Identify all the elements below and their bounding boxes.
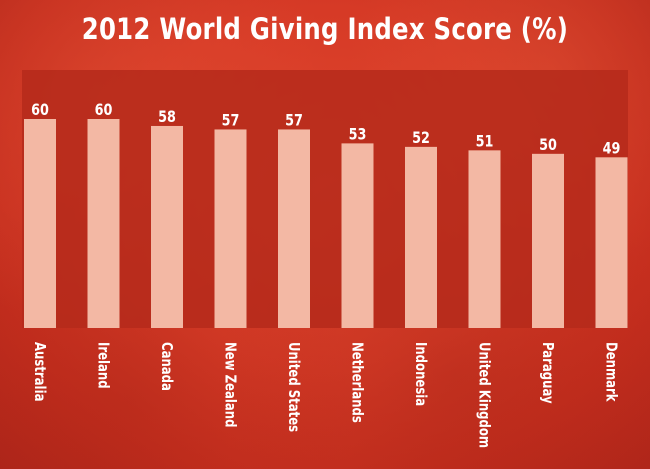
data-label: 60 bbox=[95, 102, 113, 120]
bar-denmark bbox=[595, 157, 628, 328]
category-label: Denmark bbox=[602, 342, 619, 402]
chart-title: 2012 World Giving Index Score (%) bbox=[81, 12, 569, 46]
bar-ireland bbox=[87, 119, 120, 328]
category-label: Australia bbox=[31, 342, 48, 401]
bar-australia bbox=[24, 119, 56, 328]
bar-new-zealand bbox=[214, 129, 247, 328]
category-label: Paraguay bbox=[539, 342, 556, 404]
data-label: 57 bbox=[222, 112, 240, 130]
data-label: 49 bbox=[603, 140, 621, 158]
plot-panel bbox=[22, 70, 628, 328]
bar-canada bbox=[151, 125, 183, 328]
category-label: New Zealand bbox=[221, 342, 238, 427]
data-label: 60 bbox=[31, 102, 49, 120]
bar-netherlands bbox=[341, 143, 374, 328]
category-label: United States bbox=[285, 342, 302, 432]
bar-united-states bbox=[278, 129, 310, 328]
category-label: Netherlands bbox=[348, 342, 365, 423]
bar-united-kingdom bbox=[468, 150, 501, 328]
data-label: 52 bbox=[412, 130, 430, 148]
bar-paraguay bbox=[532, 153, 564, 328]
data-label: 51 bbox=[476, 133, 494, 151]
data-label: 57 bbox=[285, 112, 303, 130]
data-label: 50 bbox=[539, 137, 557, 155]
category-label: Indonesia bbox=[412, 342, 429, 406]
category-label: Ireland bbox=[94, 342, 111, 389]
category-label: Canada bbox=[158, 342, 175, 391]
data-label: 58 bbox=[158, 109, 176, 127]
bar-indonesia bbox=[405, 146, 437, 328]
category-label: United Kingdom bbox=[475, 342, 492, 448]
data-label: 53 bbox=[349, 126, 367, 144]
